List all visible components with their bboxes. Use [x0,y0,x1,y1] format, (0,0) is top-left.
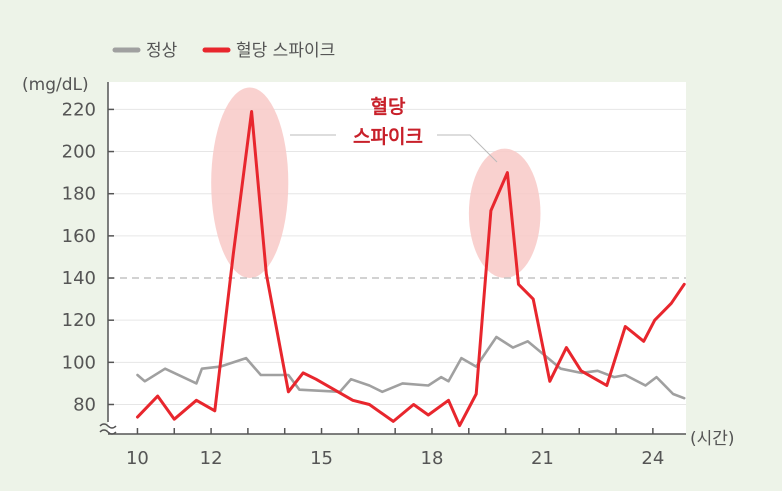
spike-highlight-ellipse [211,87,289,279]
series-lines [136,110,686,428]
annotation-line-1: 혈당 [371,95,406,118]
y-tick-label: 160 [62,226,96,247]
series-line-normal [136,335,686,400]
annotation-line-2: 스파이크 [353,126,423,148]
spike-annotation: 혈당 스파이크 [290,95,498,163]
x-tick-label: 21 [531,448,554,469]
y-tick-label: 180 [62,184,96,205]
y-tick-label: 220 [62,99,96,120]
x-tick-label: 10 [126,448,149,469]
spike-highlight-ellipse [468,148,541,279]
axes: 80 100 120 140 160 180 200 220 10 12 15 18 21 24 [62,82,686,469]
y-tick-label: 140 [62,268,96,289]
y-tick-label: 200 [62,142,96,163]
legend-label-spike: 혈당 스파이크 [236,41,335,61]
x-axis-unit: (시간) [690,429,735,449]
series-line-spike [136,110,686,428]
x-tick-label: 18 [421,448,444,469]
x-tick-label: 12 [200,448,223,469]
y-tick-label: 120 [62,310,96,331]
legend-label-normal: 정상 [146,41,178,61]
y-tick-label: 80 [73,394,96,415]
axis-break-icon [99,423,117,435]
x-tick-label: 24 [641,448,664,469]
x-tick-label: 15 [310,448,333,469]
annotation-leader-right [437,134,498,163]
y-axis-unit: (mg/dL) [22,75,89,95]
y-tick-label: 100 [62,352,96,373]
legend: 정상 혈당 스파이크 [112,41,335,61]
